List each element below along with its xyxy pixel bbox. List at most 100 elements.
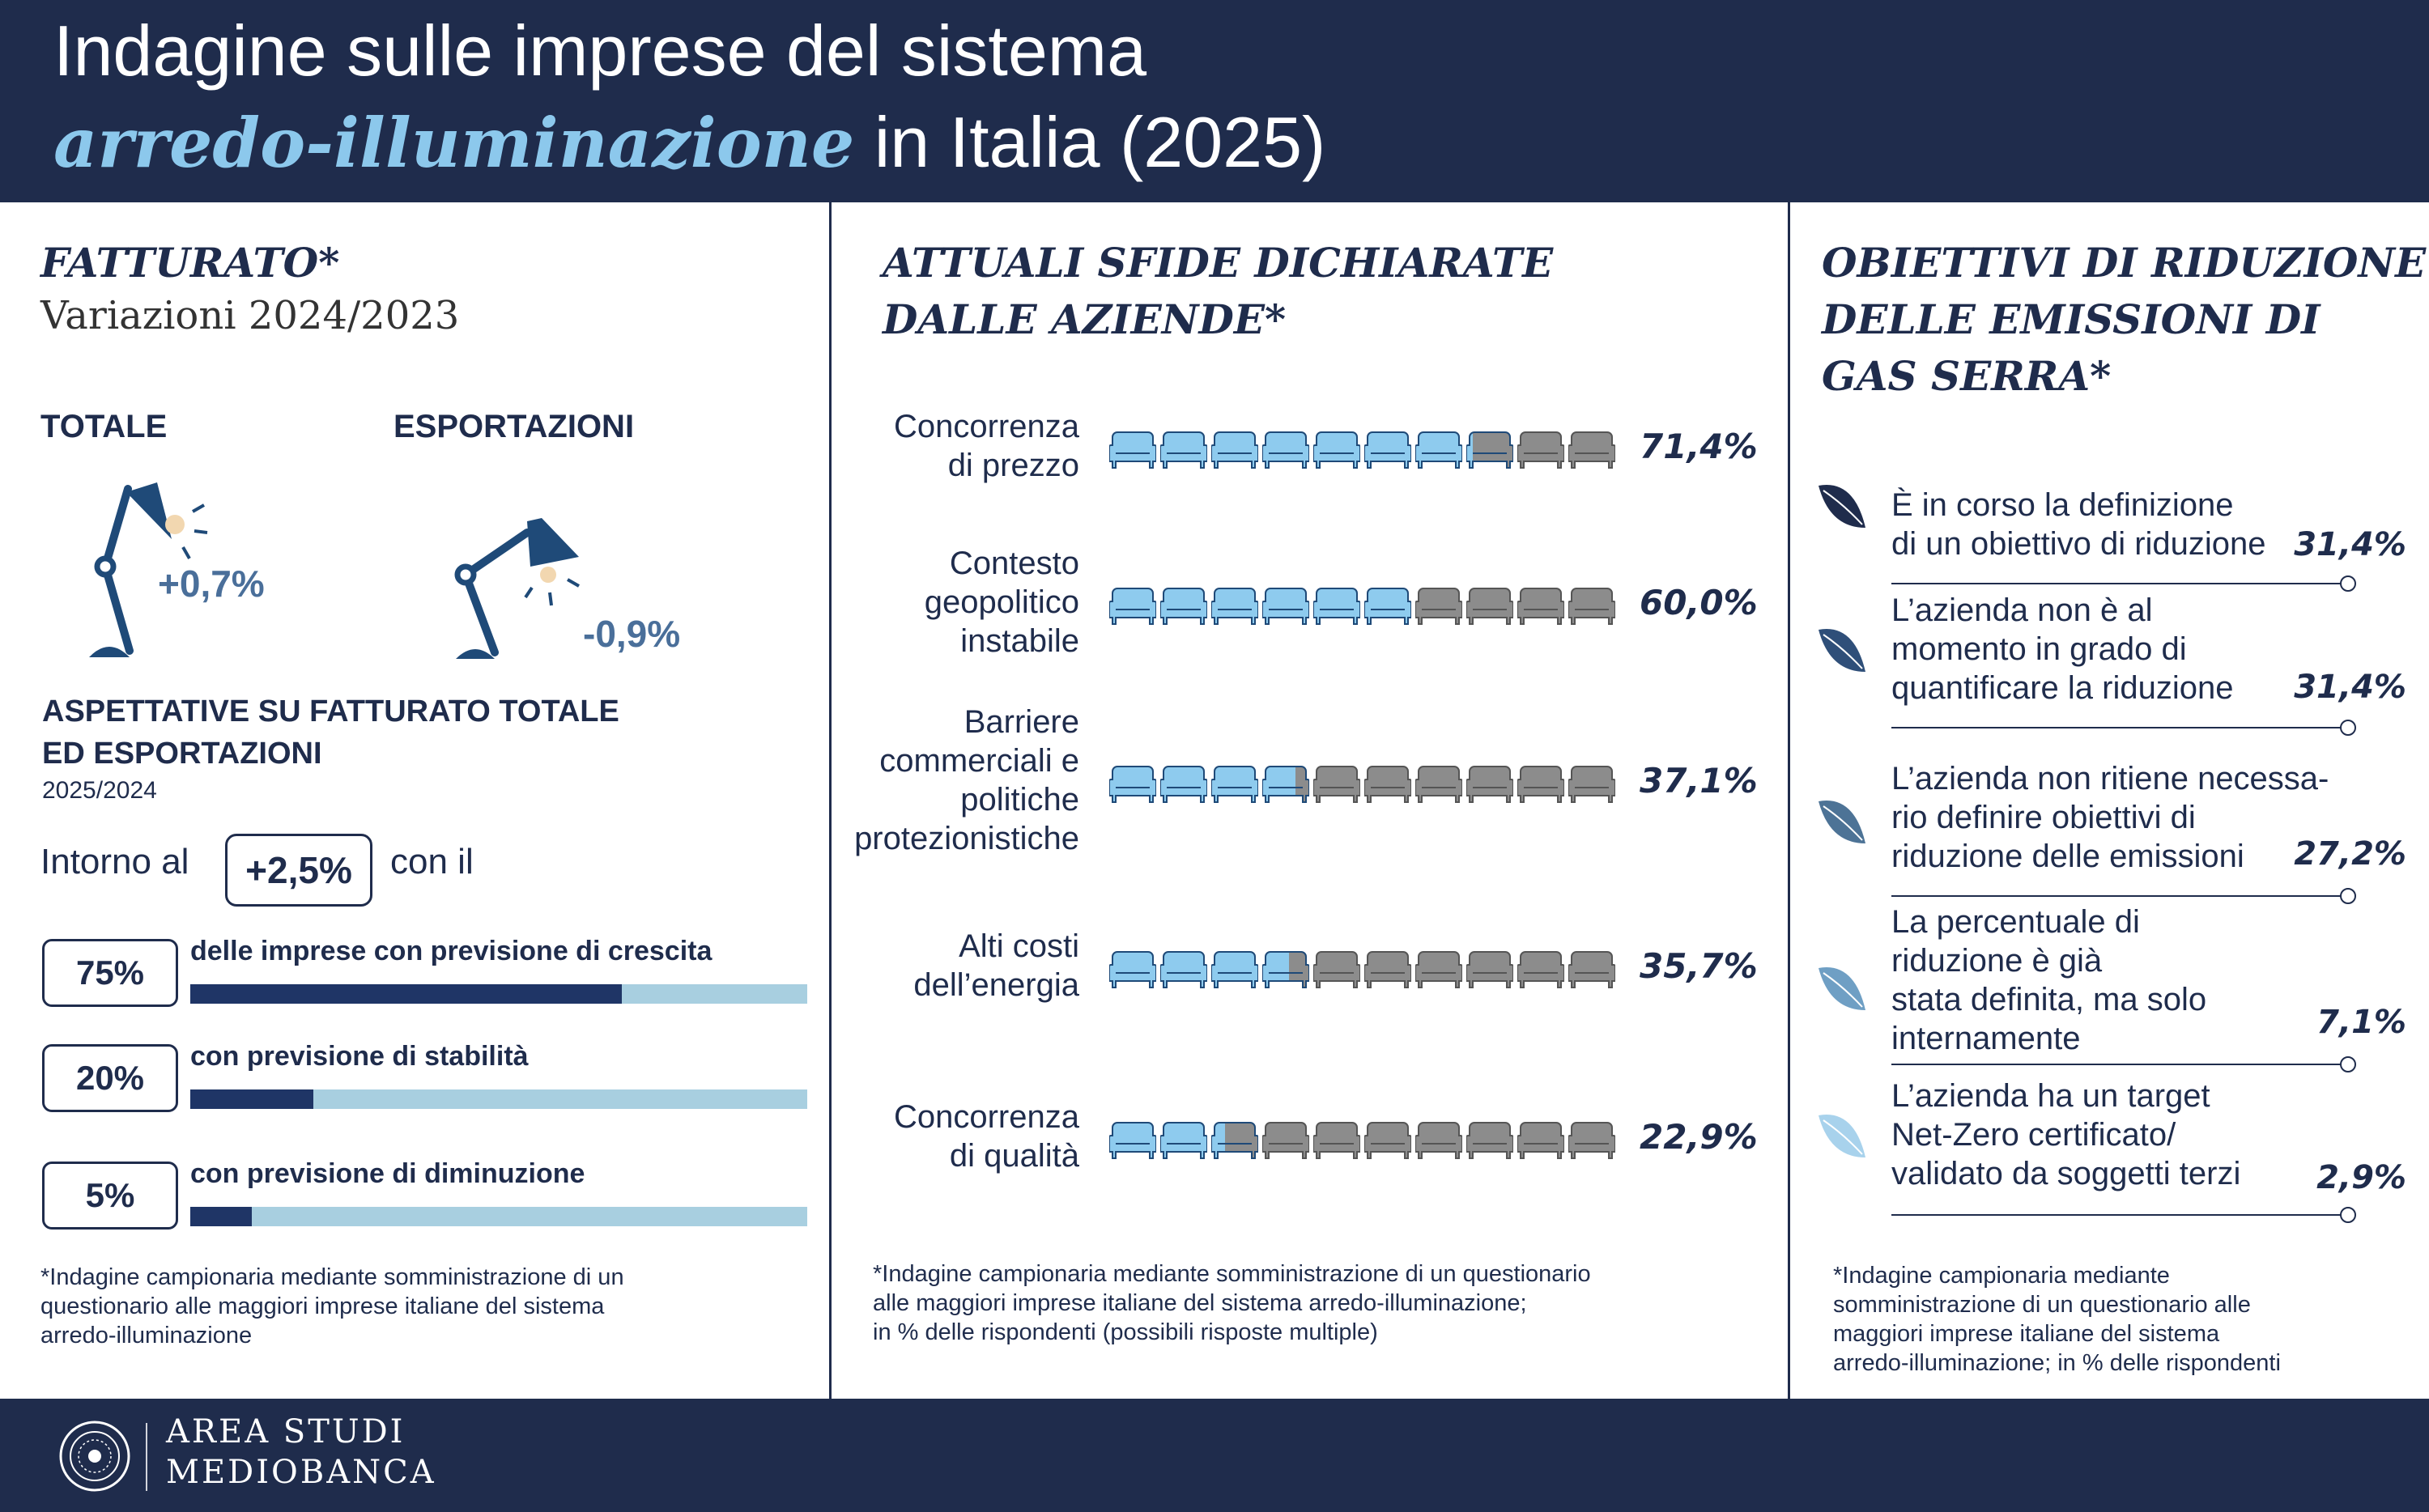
challenge-label-line: Barriere [964,704,1079,740]
emission-option-line: rio definire obiettivi di [1891,800,2196,835]
footnote-line: maggiori imprese italiane del sistema [1833,1321,2220,1347]
armchair-icon [1517,951,1564,988]
armchair-icon [1466,588,1513,625]
page-title-line2: arredo-illuminazione in Italia (2025) [53,101,1325,184]
armchair-icon [1517,588,1564,625]
expectation-pct-badge: 75% [42,939,178,1007]
emission-option-line: validato da soggetti terzi [1891,1156,2241,1191]
armchair-icon [1211,766,1258,803]
armchair-icon [1109,1122,1156,1159]
challenge-value: 60,0% [1640,583,1758,622]
emission-option-text: L’azienda ha un target Net-Zero certifica… [1891,1077,2240,1193]
leaf-icon [1819,967,1865,1010]
armchair-icon [1364,431,1411,469]
challenge-label-line: politiche [960,782,1079,818]
emission-value: 31,4% [2294,526,2406,563]
armchair-icon [1568,431,1615,469]
armchair-icon [1313,1122,1360,1159]
footer-banner: AREA STUDI MEDIOBANCA [0,1399,2429,1512]
armchair-icon [1415,951,1462,988]
footer-line2: MEDIOBANCA [166,1454,436,1491]
armchair-icon [1211,951,1258,988]
emission-option-line: riduzione è già [1891,943,2103,979]
armchair-icon [1211,1122,1258,1159]
emission-divider-dot [2340,720,2356,736]
expectation-pct-badge: 20% [42,1044,178,1112]
armchair-icon [1466,951,1513,988]
leaf-icon [1819,485,1865,528]
emission-value: 31,4% [2294,669,2406,706]
armchair-icon [1160,766,1207,803]
emission-option-line: L’azienda non ritiene necessa- [1891,761,2329,796]
armchair-icon [1160,431,1207,469]
footnote-line: *Indagine campionaria mediante somminist… [873,1261,1591,1287]
desk-lamp-icon [454,518,580,659]
emission-divider-dot [2340,1056,2356,1072]
challenge-label-line: geopolitico [924,584,1079,620]
emission-divider [1891,727,2348,728]
armchair-icon [1364,1122,1411,1159]
emissioni-title-line1: OBIETTIVI DI RIDUZIONE [1822,239,2427,287]
footnote-line: arredo-illuminazione; in % delle rispond… [1833,1350,2281,1376]
challenge-label: Concorrenza di prezzo [894,407,1079,485]
expectation-bar-fill [190,1207,252,1226]
leaf-icon [1819,1115,1865,1157]
emission-option-line: di un obiettivo di riduzione [1891,526,2266,562]
challenge-label: Barriere commerciali e politiche protezioni… [854,703,1079,858]
challenge-value: 35,7% [1640,946,1758,986]
armchair-icon [1160,951,1207,988]
expectation-label: delle imprese con previsione di crescita [190,936,713,966]
challenge-value: 22,9% [1640,1117,1758,1157]
armchair-icon [1517,431,1564,469]
armchair-icon [1364,766,1411,803]
emission-option-text: È in corso la definizione di un obiettivo… [1891,486,2266,563]
armchair-icon [1109,588,1156,625]
totale-value: +0,7% [158,563,265,605]
emission-option-line: L’azienda ha un target [1891,1078,2210,1114]
armchair-icon [1415,1122,1462,1159]
con-il-label: con il [390,842,474,881]
fatturato-footnote: *Indagine campionaria mediante somminist… [40,1263,624,1350]
challenge-label-line: instabile [960,623,1079,659]
armchair-icon [1415,588,1462,625]
expectation-pct-badge: 5% [42,1162,178,1230]
challenge-label-line: protezionistiche [854,821,1079,856]
armchair-icon [1262,951,1309,988]
footnote-line: *Indagine campionaria mediante somminist… [40,1264,624,1290]
emission-divider [1891,1064,2348,1065]
footnote-line: somministrazione di un questionario alle [1833,1292,2251,1318]
expectation-bar-track [190,984,807,1004]
armchair-icon [1517,766,1564,803]
armchair-icon [1109,951,1156,988]
column-divider-left [829,202,832,1399]
emission-value: 2,9% [2316,1159,2406,1196]
emission-option-line: stata definita, ma solo [1891,982,2207,1017]
emissioni-title-line3: GAS SERRA* [1822,352,2112,400]
title-accent: arredo-illuminazione [53,103,855,183]
emission-divider [1891,1214,2348,1216]
esportazioni-label: ESPORTAZIONI [393,409,635,444]
armchair-icon [1466,1122,1513,1159]
aspettative-title-line2: ED ESPORTAZIONI [42,737,322,771]
armchair-icon [1415,766,1462,803]
expectation-bar-track [190,1207,807,1226]
armchair-icon [1313,431,1360,469]
esportazioni-value: -0,9% [583,613,681,655]
footnote-line: *Indagine campionaria mediante [1833,1263,2170,1289]
armchair-icon [1568,588,1615,625]
page-title: Indagine sulle imprese del sistema [53,11,1147,91]
challenge-value: 37,1% [1640,761,1758,801]
armchair-icon [1211,588,1258,625]
armchair-icon [1109,766,1156,803]
intorno-label: Intorno al [40,842,189,881]
challenge-label-line: dell’energia [913,967,1079,1003]
emission-option-text: L’azienda non è al momento in grado di qua… [1891,591,2233,707]
armchair-icon [1262,588,1309,625]
armchair-icon [1109,431,1156,469]
footnote-line: arredo-illuminazione [40,1323,253,1348]
emission-option-line: momento in grado di [1891,631,2187,667]
intorno-value-badge: +2,5% [225,834,372,907]
footnote-line: in % delle rispondenti (possibili rispos… [873,1319,1378,1345]
armchair-icon [1568,1122,1615,1159]
sfide-title-line2: DALLE AZIENDE* [883,295,1287,343]
